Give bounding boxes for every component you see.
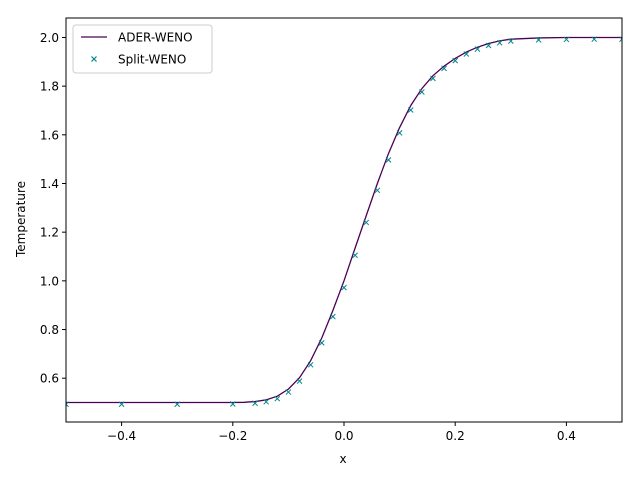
y-tick-label: 1.4 bbox=[40, 177, 59, 191]
y-tick-label: 1.2 bbox=[40, 226, 59, 240]
split-weno-marker bbox=[474, 46, 481, 53]
split-weno-marker bbox=[374, 187, 381, 194]
x-axis-label: x bbox=[339, 452, 346, 466]
split-weno-marker bbox=[485, 42, 492, 49]
axes: −0.4 −0.2 0.0 0.2 0.4 0.6 0.8 1.0 1.2 1.4 1.6 1.8 2.… bbox=[40, 17, 623, 443]
split-weno-marker bbox=[363, 219, 370, 226]
split-weno-marker bbox=[563, 36, 570, 43]
split-weno-marker bbox=[285, 389, 292, 395]
split-weno-marker bbox=[307, 361, 314, 368]
plot-series-group bbox=[66, 36, 622, 408]
y-axis-label: Temperature bbox=[14, 181, 28, 258]
legend-box bbox=[72, 24, 213, 74]
split-weno-marker bbox=[407, 107, 414, 113]
split-weno-marker bbox=[330, 313, 336, 320]
x-tick-label: −0.4 bbox=[107, 429, 136, 443]
split-weno-marker bbox=[496, 39, 503, 46]
split-weno-marker bbox=[535, 37, 542, 43]
x-tick-label: 0.0 bbox=[334, 429, 353, 443]
x-tick-label: 0.4 bbox=[557, 429, 576, 443]
split-weno-marker bbox=[463, 51, 470, 57]
split-weno-marker bbox=[619, 36, 622, 43]
split-weno-marker bbox=[318, 340, 325, 346]
y-tick-label: 1.8 bbox=[40, 80, 59, 94]
split-weno-marker bbox=[591, 36, 598, 43]
split-weno-marker bbox=[229, 401, 236, 407]
split-weno-marker bbox=[263, 398, 270, 405]
split-weno-marker bbox=[66, 401, 69, 408]
split-weno-marker bbox=[118, 401, 125, 408]
split-weno-marker bbox=[352, 252, 358, 259]
split-weno-marker bbox=[252, 400, 258, 407]
legend-split-weno-label: Split-WENO bbox=[118, 53, 186, 67]
y-tick-label: 2.0 bbox=[40, 31, 59, 45]
x-tick-label: 0.2 bbox=[446, 429, 465, 443]
y-tick-label: 1.6 bbox=[40, 128, 59, 142]
x-tick-label: −0.2 bbox=[218, 429, 247, 443]
split-weno-marker bbox=[430, 75, 436, 82]
split-weno-marker bbox=[274, 395, 281, 402]
y-tick-label: 0.6 bbox=[40, 372, 59, 386]
split-weno-marker bbox=[396, 130, 403, 136]
legend-split-weno-swatch bbox=[91, 56, 97, 62]
split-weno-marker bbox=[174, 401, 181, 408]
split-weno-marker bbox=[341, 284, 347, 291]
split-weno-marker bbox=[418, 89, 425, 95]
split-weno-marker bbox=[296, 378, 303, 384]
legend-ader-weno-label: ADER-WENO bbox=[118, 31, 193, 45]
plot-area bbox=[66, 36, 622, 408]
y-tick-label: 0.8 bbox=[40, 323, 59, 337]
split-weno-marker bbox=[507, 38, 514, 44]
split-weno-marker bbox=[385, 157, 392, 163]
y-tick-label: 1.0 bbox=[40, 274, 59, 288]
legend: ADER-WENO Split-WENO bbox=[72, 24, 213, 74]
split-weno-marker bbox=[441, 65, 447, 72]
split-weno-marker bbox=[452, 57, 459, 64]
